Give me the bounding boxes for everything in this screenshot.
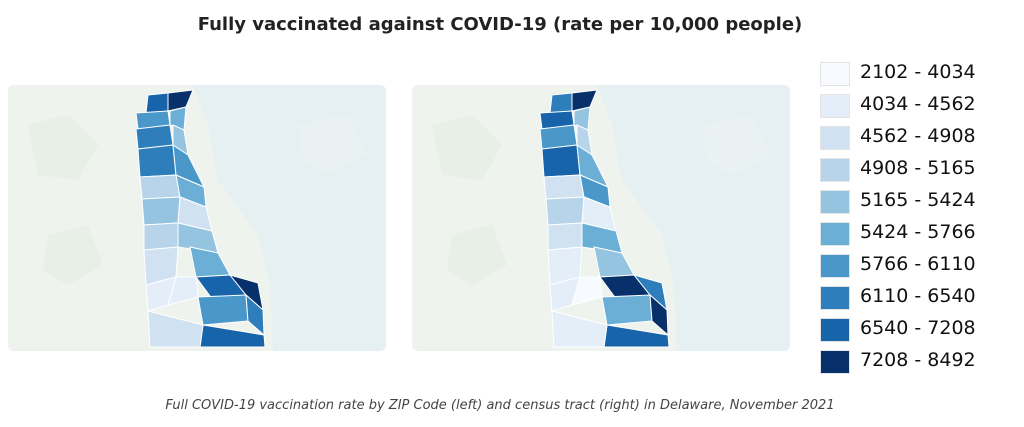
legend-swatch: [820, 190, 850, 214]
region-sussex-4[interactable]: [197, 294, 249, 326]
zip-code-map-svg: [8, 85, 386, 351]
basemap-shape: [298, 115, 368, 175]
legend-swatch: [820, 158, 850, 182]
legend-swatch: [820, 318, 850, 342]
legend-label: 4908 - 5165: [860, 157, 976, 179]
basemap-shape: [43, 225, 103, 285]
region-north-2[interactable]: [549, 92, 573, 114]
legend-label: 2102 - 4034: [860, 61, 976, 83]
legend-swatch: [820, 62, 850, 86]
legend-item: 5165 - 5424: [820, 188, 1020, 216]
legend-swatch: [820, 350, 850, 374]
legend-swatch: [820, 126, 850, 150]
caption: Full COVID-19 vaccination rate by ZIP Co…: [165, 398, 835, 413]
basemap-shape: [447, 225, 507, 285]
region-sussex-1[interactable]: [549, 276, 581, 312]
legend-item: 6540 - 7208: [820, 316, 1020, 344]
legend-label: 5424 - 5766: [860, 221, 976, 243]
legend-swatch: [820, 222, 850, 246]
region-mid-5[interactable]: [141, 196, 181, 226]
legend-item: 5424 - 5766: [820, 220, 1020, 248]
census-tract-map[interactable]: [412, 85, 790, 351]
region-kent-1[interactable]: [143, 222, 179, 251]
legend-item: 4562 - 4908: [820, 124, 1020, 152]
legend-swatch: [820, 286, 850, 310]
region-mid-3[interactable]: [543, 174, 585, 200]
region-sussex-7[interactable]: [551, 310, 608, 348]
zip-code-map[interactable]: [8, 85, 386, 351]
region-kent-1[interactable]: [547, 222, 583, 251]
region-sussex-7[interactable]: [147, 310, 204, 348]
legend-item: 5766 - 6110: [820, 252, 1020, 280]
legend-label: 5766 - 6110: [860, 253, 976, 275]
legend-label: 4034 - 4562: [860, 93, 976, 115]
legend-item: 2102 - 4034: [820, 60, 1020, 88]
legend-item: 7208 - 8492: [820, 348, 1020, 376]
legend-swatch: [820, 254, 850, 278]
region-mid-3[interactable]: [139, 174, 181, 200]
legend-label: 5165 - 5424: [860, 189, 976, 211]
legend-item: 4908 - 5165: [820, 156, 1020, 184]
region-sussex-1[interactable]: [145, 276, 177, 312]
legend-label: 7208 - 8492: [860, 349, 976, 371]
census-tract-map-svg: [412, 85, 790, 351]
legend-label: 6110 - 6540: [860, 285, 976, 307]
region-mid-5[interactable]: [545, 196, 585, 226]
legend-item: 6110 - 6540: [820, 284, 1020, 312]
basemap-shape: [432, 115, 502, 180]
legend-swatch: [820, 94, 850, 118]
basemap-shape: [702, 115, 772, 175]
region-mid-1[interactable]: [541, 144, 581, 178]
region-north-2[interactable]: [145, 92, 169, 114]
basemap-shape: [28, 115, 98, 180]
chart-title: Fully vaccinated against COVID-19 (rate …: [197, 14, 803, 35]
legend-item: 4034 - 4562: [820, 92, 1020, 120]
region-mid-1[interactable]: [137, 144, 177, 178]
legend-label: 6540 - 7208: [860, 317, 976, 339]
region-sussex-4[interactable]: [601, 294, 653, 326]
legend-label: 4562 - 4908: [860, 125, 976, 147]
